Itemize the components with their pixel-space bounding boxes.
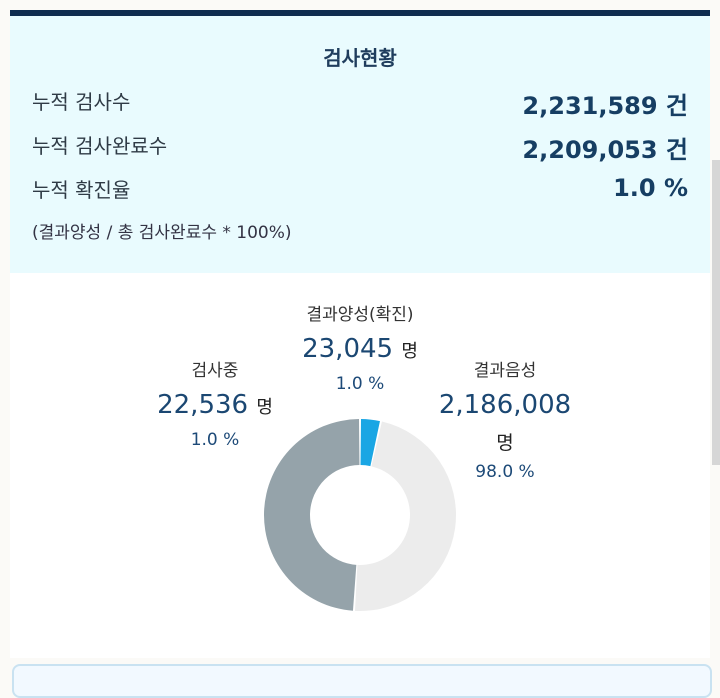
cumulative-completed-value: 2,209,053 건 (522, 136, 688, 164)
scrollbar[interactable] (712, 160, 720, 465)
donut-slice-1 (354, 421, 456, 611)
summary-title: 검사현황 (323, 46, 397, 70)
negative-count-unit: 명 (496, 432, 514, 454)
cumulative-tests-label: 누적 검사수 (32, 90, 131, 114)
pending-count: 22,536 명 (130, 390, 300, 420)
positivity-rate-value: 1.0 % (613, 174, 688, 202)
positivity-formula: (결과양성 / 총 검사완료수 * 100%) (32, 223, 292, 243)
positive-percent: 1.0 % (335, 374, 385, 394)
positivity-rate-label: 누적 확진율 (32, 178, 131, 202)
pending-label: 검사중 (191, 361, 239, 381)
top-accent-bar (10, 10, 710, 16)
negative-percent: 98.0 % (475, 462, 535, 482)
next-section-box (12, 664, 712, 698)
test-result-donut-chart (264, 419, 456, 611)
pending-percent: 1.0 % (190, 430, 240, 450)
positive-count-unit: 명 (401, 341, 418, 362)
cumulative-completed-label: 누적 검사완료수 (32, 134, 168, 158)
pending-count-value: 22,536 (157, 390, 249, 420)
donut-slice-0 (360, 419, 380, 467)
pending-count-unit: 명 (256, 397, 273, 418)
summary-panel (10, 16, 710, 273)
donut-slice-2 (264, 419, 360, 611)
cumulative-tests-value: 2,231,589 건 (522, 92, 688, 120)
positive-count: 23,045 명 (250, 334, 470, 364)
negative-label: 결과음성 (473, 361, 537, 381)
positive-label: 결과양성(확진) (306, 305, 414, 325)
positive-count-value: 23,045 (302, 334, 394, 364)
negative-count: 2,186,008 (438, 390, 572, 420)
